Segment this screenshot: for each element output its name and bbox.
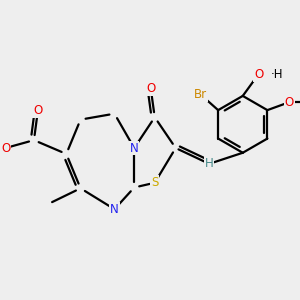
Text: N: N — [110, 203, 119, 216]
Text: H: H — [205, 157, 214, 170]
Text: Br: Br — [194, 88, 207, 101]
Text: O: O — [146, 82, 155, 95]
Text: O: O — [284, 96, 294, 109]
Text: O: O — [1, 142, 10, 154]
Text: N: N — [130, 142, 139, 154]
Text: ·H: ·H — [271, 68, 284, 81]
Text: S: S — [151, 176, 158, 189]
Text: O: O — [254, 68, 263, 81]
Text: O: O — [33, 104, 43, 117]
